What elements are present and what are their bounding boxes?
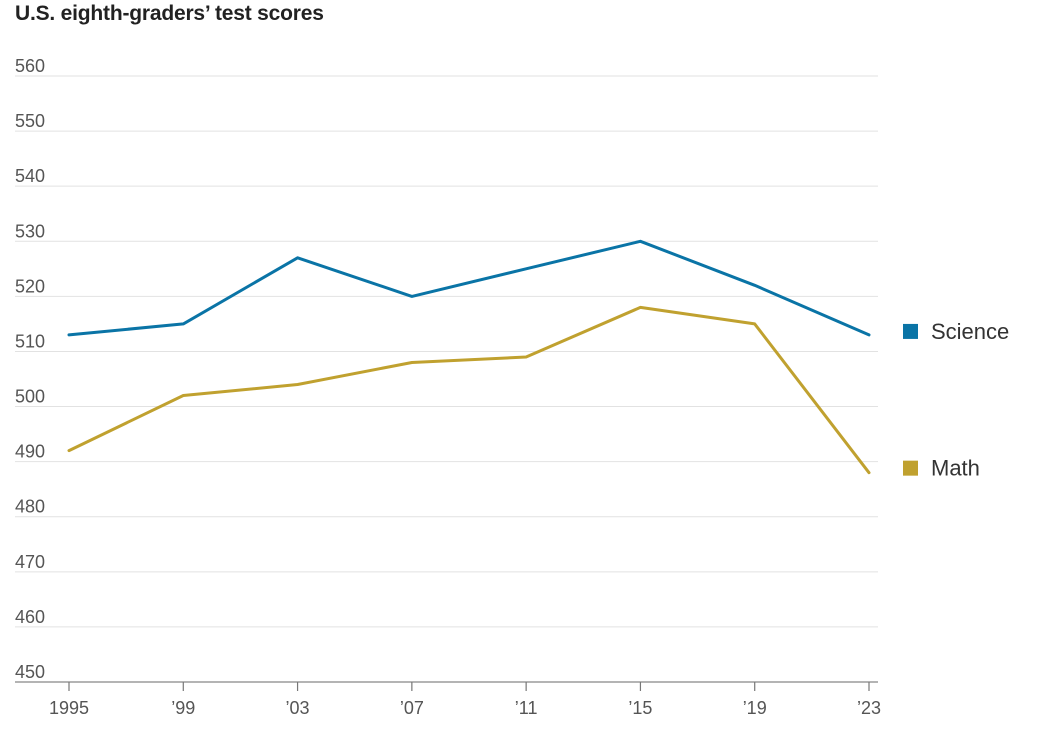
gridlines: [15, 75, 878, 628]
series-line-math: [67, 305, 871, 475]
y-tick-label: 510: [15, 331, 45, 351]
x-tick-label: ’19: [743, 698, 767, 718]
legend-label-science: Science: [931, 319, 1009, 344]
x-tick-label: ’23: [857, 698, 881, 718]
y-tick-label: 490: [15, 442, 45, 462]
legend-swatch-science: [903, 323, 918, 339]
x-tick-label: 1995: [49, 698, 89, 718]
y-tick-label: 550: [15, 111, 45, 131]
y-tick-label: 480: [15, 497, 45, 517]
x-tick-label: ’07: [400, 698, 424, 718]
y-tick-label: 530: [15, 221, 45, 241]
y-tick-label: 450: [15, 662, 45, 682]
x-tick-label: ’99: [171, 698, 195, 718]
y-tick-label: 560: [15, 56, 45, 76]
y-axis-tick-labels: 560 550 540 530 520 510 500 490 480 470 460 450: [15, 56, 45, 682]
y-tick-label: 500: [15, 387, 45, 407]
y-tick-label: 520: [15, 276, 45, 296]
x-tick-label: ’11: [515, 698, 538, 718]
legend-swatch-math: [903, 460, 918, 476]
x-axis: 1995 ’99 ’03 ’07 ’11 ’15 ’19 ’23: [15, 681, 881, 718]
series-lines: [67, 239, 871, 475]
x-tick-label: ’15: [628, 698, 652, 718]
x-tick-label: ’03: [286, 698, 310, 718]
chart-title: U.S. eighth-graders’ test scores: [15, 2, 324, 25]
y-tick-label: 460: [15, 607, 45, 627]
y-tick-label: 470: [15, 552, 45, 572]
y-tick-label: 540: [15, 166, 45, 186]
legend: Science Math: [903, 319, 1009, 481]
legend-label-math: Math: [931, 456, 980, 481]
series-line-science: [67, 239, 871, 337]
